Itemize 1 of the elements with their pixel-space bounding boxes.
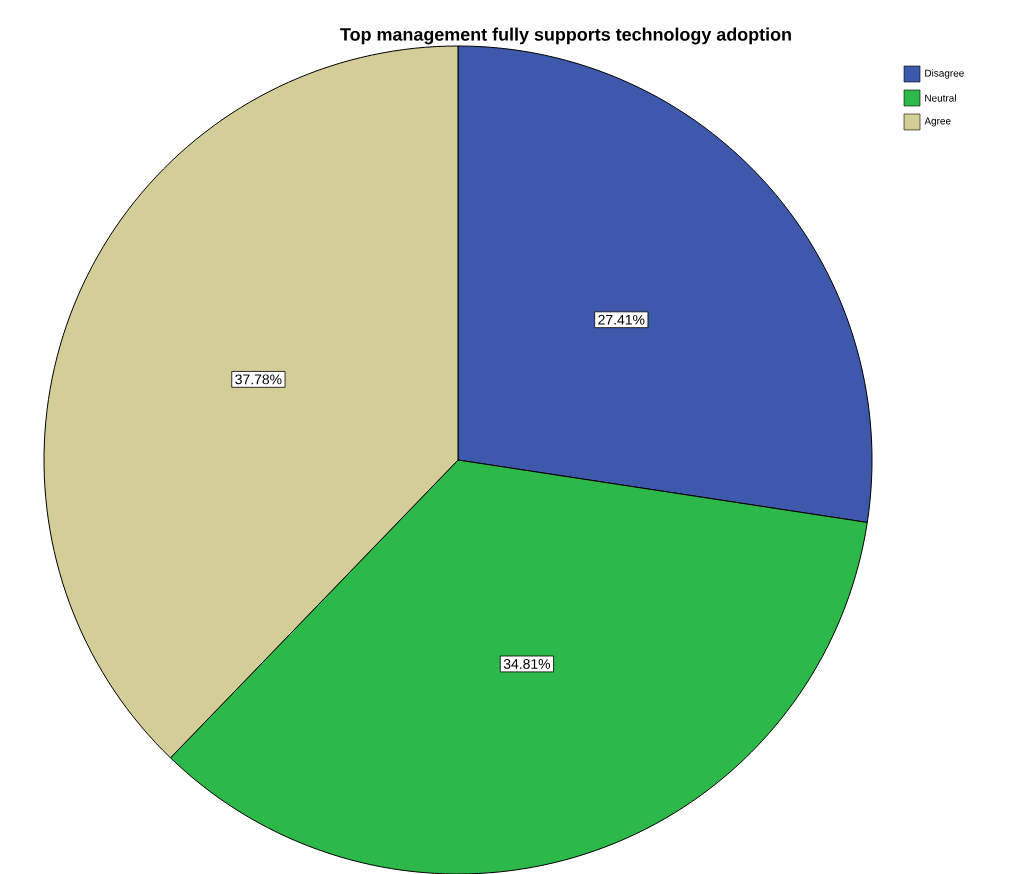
chart-title: Top management fully supports technology adoption — [340, 27, 791, 45]
